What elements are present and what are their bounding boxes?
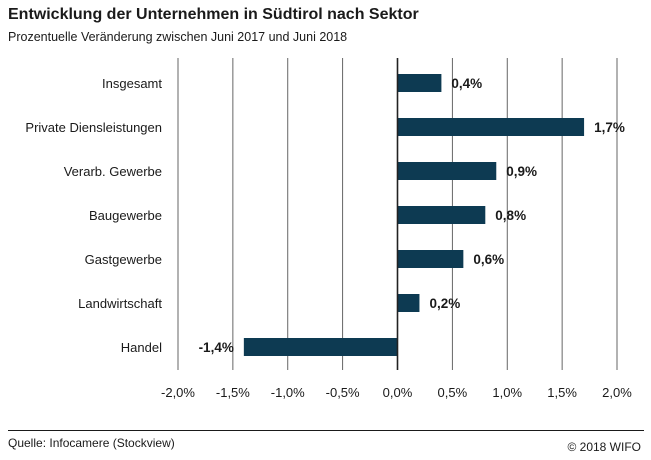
x-tick-label: -2,0% — [161, 385, 195, 400]
data-label: 0,8% — [495, 208, 526, 223]
bar — [243, 338, 398, 356]
category-label: Private Diensleistungen — [25, 120, 162, 135]
x-tick-label: 1,0% — [492, 385, 522, 400]
bar-chart: Insgesamt Private Diensleistungen Verarb. … — [25, 58, 632, 400]
category-labels: Insgesamt Private Diensleistungen Verarb. … — [25, 76, 162, 355]
category-label: Handel — [121, 340, 162, 355]
data-label: 0,4% — [451, 76, 482, 91]
bar — [397, 206, 486, 224]
bar — [397, 250, 464, 268]
category-label: Verarb. Gewerbe — [64, 164, 162, 179]
x-tick-label: 2,0% — [602, 385, 632, 400]
x-tick-label: 0,0% — [383, 385, 413, 400]
copyright-note: © 2018 WIFO — [567, 440, 641, 454]
data-label: 1,7% — [594, 120, 625, 135]
source-note: Quelle: Infocamere (Stockview) — [8, 436, 175, 450]
x-tick-label: -1,0% — [271, 385, 305, 400]
bars — [243, 74, 585, 356]
category-label: Landwirtschaft — [78, 296, 162, 311]
x-tick-label: 0,5% — [438, 385, 468, 400]
data-label: 0,6% — [473, 252, 504, 267]
data-label: 0,2% — [429, 296, 460, 311]
data-label: 0,9% — [506, 164, 537, 179]
chart-title: Entwicklung der Unternehmen in Südtirol … — [8, 6, 419, 23]
chart-subtitle: Prozentuelle Veränderung zwischen Juni 2… — [8, 30, 348, 44]
bar — [397, 162, 497, 180]
footer-divider — [8, 430, 644, 431]
category-label: Baugewerbe — [89, 208, 162, 223]
value-labels: 0,4% 1,7% 0,9% 0,8% 0,6% 0,2% -1,4% — [199, 76, 625, 355]
data-label: -1,4% — [199, 340, 234, 355]
bar — [397, 294, 420, 312]
bar — [397, 118, 585, 136]
x-tick-labels: -2,0% -1,5% -1,0% -0,5% 0,0% 0,5% 1,0% 1,5% 2,0% — [161, 385, 632, 400]
category-label: Insgesamt — [102, 76, 162, 91]
bar — [397, 74, 442, 92]
x-tick-label: 1,5% — [547, 385, 577, 400]
grid-lines — [177, 58, 618, 370]
x-tick-label: -0,5% — [326, 385, 360, 400]
x-tick-label: -1,5% — [216, 385, 250, 400]
category-label: Gastgewerbe — [85, 252, 162, 267]
